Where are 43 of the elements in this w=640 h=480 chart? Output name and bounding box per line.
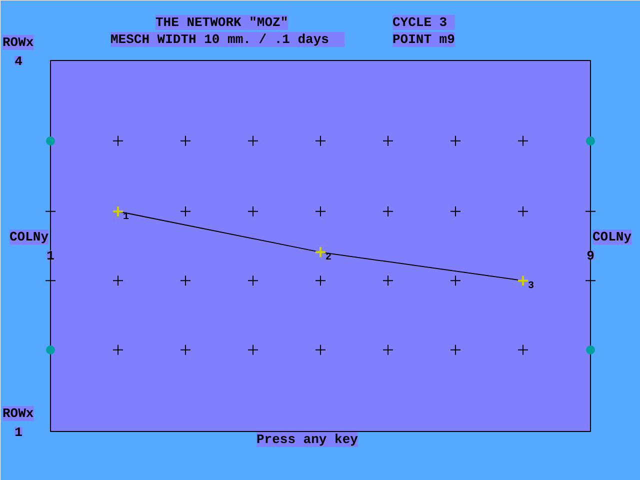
point xyxy=(382,344,394,356)
point xyxy=(315,275,326,286)
point xyxy=(450,275,461,286)
point xyxy=(450,135,461,146)
text: COLNy xyxy=(592,230,632,244)
x-tick-label: 9 xyxy=(586,248,595,264)
point xyxy=(518,135,528,146)
point xyxy=(180,275,191,286)
point xyxy=(382,206,394,217)
y-axis-title: ROWx xyxy=(2,406,34,421)
point xyxy=(315,344,326,356)
point xyxy=(518,206,528,217)
x-axis-title: COLNy xyxy=(9,230,49,244)
point xyxy=(382,275,394,286)
annotation: 1 xyxy=(123,212,130,223)
point xyxy=(248,135,258,146)
point xyxy=(180,135,191,146)
chart-subtitle: MESCH WIDTH 10 mm. / .1 days xyxy=(110,32,330,47)
point xyxy=(112,135,124,146)
point xyxy=(382,135,394,146)
point xyxy=(248,344,258,356)
point xyxy=(180,206,191,217)
point xyxy=(518,344,528,356)
point xyxy=(315,135,326,146)
text: ROWx xyxy=(2,35,34,50)
point xyxy=(586,345,595,354)
chart-title: THE NETWORK "MOZ" xyxy=(156,15,288,30)
point xyxy=(248,206,258,217)
text: CYCLE 3 xyxy=(392,15,448,30)
point xyxy=(112,344,124,356)
point xyxy=(180,344,191,356)
y-tick-label: 4 xyxy=(14,54,23,69)
point xyxy=(112,275,124,286)
text: POINT m9 xyxy=(392,32,456,47)
annotation: 3 xyxy=(528,281,534,292)
text: Press any key xyxy=(256,432,358,447)
point xyxy=(46,136,55,146)
point xyxy=(450,206,461,217)
point xyxy=(248,275,258,286)
point xyxy=(450,344,461,356)
point xyxy=(586,136,595,146)
point xyxy=(46,345,55,354)
point xyxy=(315,206,326,217)
